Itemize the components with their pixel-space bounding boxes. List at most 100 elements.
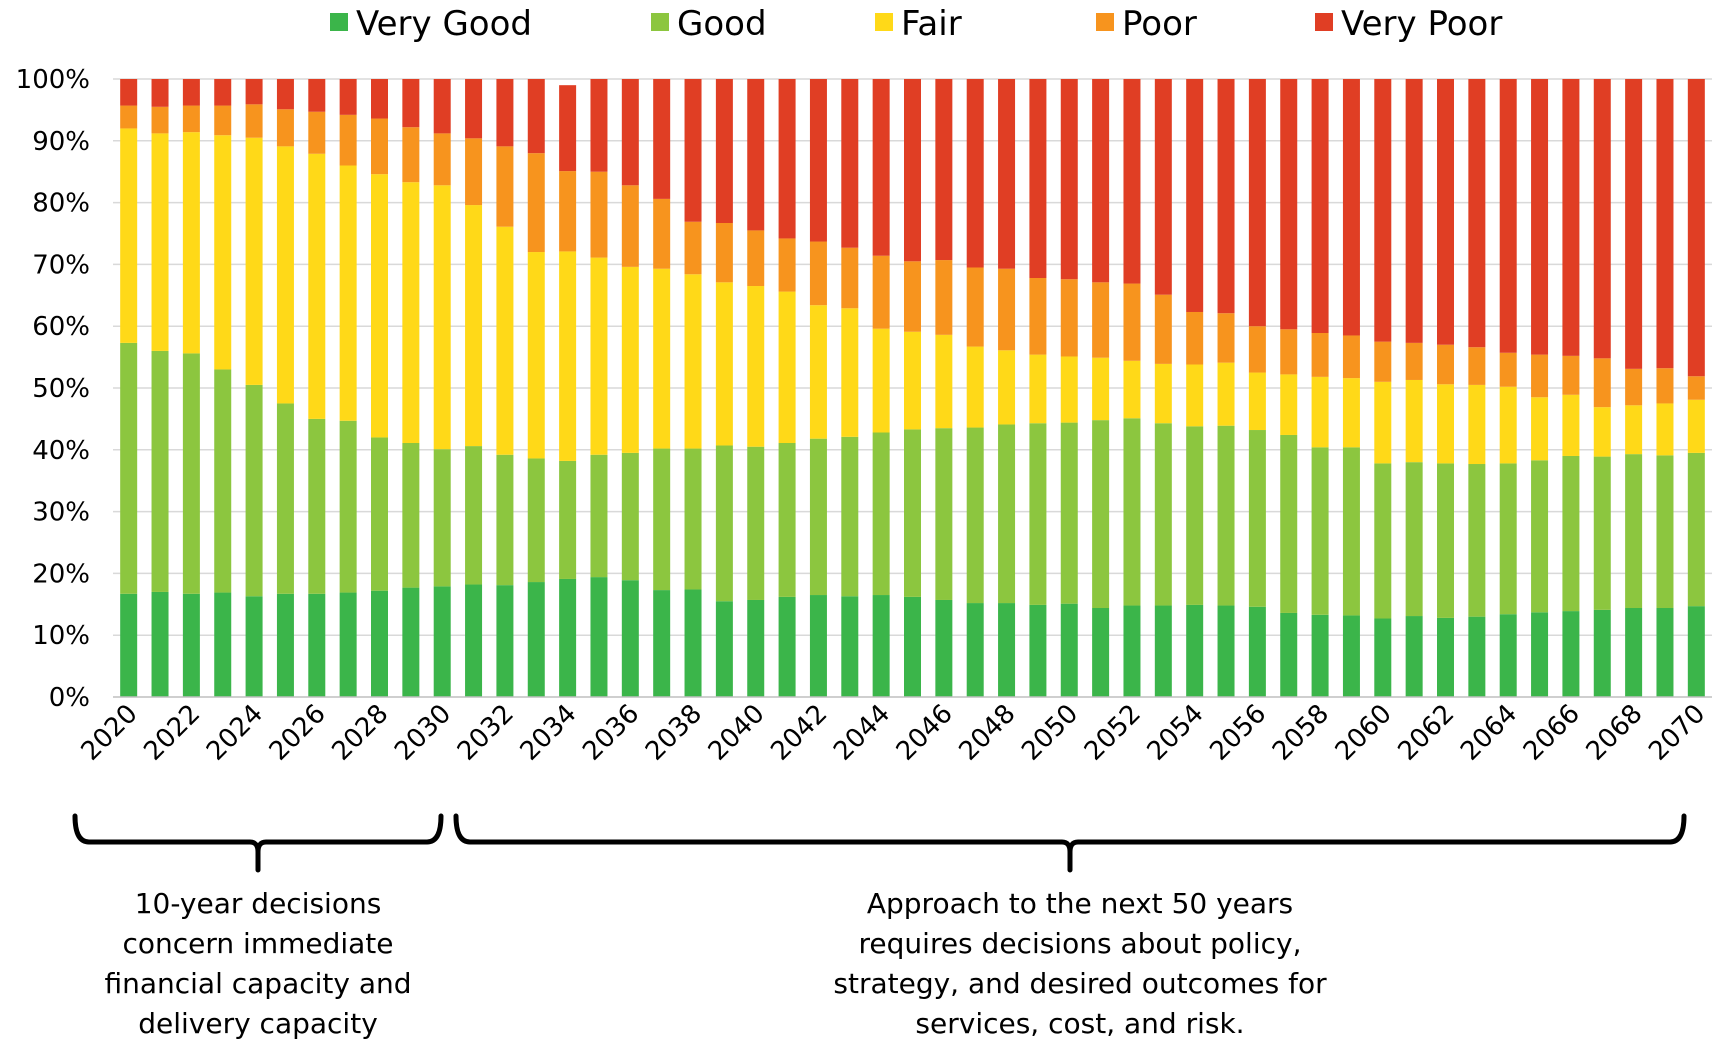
bar-segment-very-poor (809, 79, 827, 242)
bar-segment-fair (371, 174, 388, 438)
bar-segment-poor (339, 114, 357, 166)
bar-segment-good (276, 403, 294, 594)
bar-segment-very-good (653, 590, 671, 697)
bar-stack (841, 79, 859, 697)
bar-segment-fair (872, 328, 890, 433)
y-tick-label: 70% (32, 250, 90, 280)
x-axis-tick-labels: 2020202220242026202820302032203420362038… (76, 699, 1712, 767)
bar-segment-poor (527, 153, 545, 253)
bar-segment-good (1593, 456, 1611, 610)
x-tick-label: 2026 (264, 699, 332, 767)
bar-segment-very-poor (1374, 79, 1392, 342)
bar-segment-very-good (308, 593, 326, 697)
bar-segment-very-good (214, 592, 232, 697)
bar-segment-fair (1656, 403, 1674, 456)
legend-label: Poor (1122, 4, 1197, 44)
bar-segment-very-poor (778, 79, 796, 239)
bar-segment-very-poor (747, 79, 765, 231)
y-tick-label: 80% (32, 189, 90, 219)
x-tick-label: 2044 (828, 699, 896, 767)
bar-segment-poor (747, 230, 765, 287)
bar-segment-very-poor (1468, 79, 1486, 348)
bar-segment-poor (1656, 368, 1674, 404)
bar-stack (747, 79, 765, 697)
bar-segment-very-good (1468, 616, 1486, 697)
bar-segment-very-good (182, 593, 200, 697)
bar-segment-very-poor (496, 79, 514, 147)
bar-segment-very-good (747, 599, 765, 697)
bar-stack (465, 79, 483, 697)
bar-segment-fair (715, 282, 733, 446)
bar-segment-very-good (465, 584, 483, 697)
bar-segment-very-poor (559, 85, 577, 172)
bar-segment-good (433, 449, 451, 587)
bar-segment-very-poor (935, 79, 953, 261)
bar-segment-fair (276, 146, 294, 404)
annotation-line: concern immediate (122, 927, 394, 960)
bar-segment-very-poor (433, 79, 451, 134)
bar-segment-good (653, 448, 671, 591)
bar-segment-very-poor (1186, 79, 1204, 312)
bar-segment-very-poor (1311, 79, 1329, 333)
bar-stack (1593, 79, 1611, 697)
bar-segment-very-poor (371, 79, 388, 119)
legend-swatch (1096, 13, 1114, 31)
bar-segment-poor (1123, 283, 1141, 361)
bar-segment-good (715, 445, 733, 602)
bar-segment-fair (120, 128, 138, 343)
bar-segment-very-poor (872, 79, 890, 256)
bar-segment-very-good (1123, 605, 1141, 697)
bar-segment-good (621, 452, 639, 581)
left-bracket (72, 813, 444, 873)
bar-segment-very-poor (1280, 79, 1298, 330)
bar-segment-fair (527, 252, 545, 459)
bar-segment-very-poor (904, 79, 921, 262)
bar-segment-good (590, 454, 608, 578)
right-bracket (453, 813, 1687, 873)
bar-segment-very-good (715, 601, 733, 697)
x-tick-label: 2034 (515, 699, 583, 767)
annotation-line: services, cost, and risk. (915, 1007, 1245, 1040)
bar-stack (1248, 79, 1266, 697)
bar-segment-poor (841, 247, 859, 309)
annotation-line: 10-year decisions (134, 887, 382, 920)
x-tick-label: 2066 (1518, 699, 1586, 767)
bar-segment-fair (1060, 356, 1078, 423)
y-tick-label: 20% (32, 559, 90, 589)
bar-segment-fair (1342, 378, 1360, 448)
bar-segment-very-poor (841, 79, 859, 248)
y-tick-label: 40% (32, 436, 90, 466)
bar-segment-very-good (1687, 606, 1705, 697)
bar-stack (966, 79, 984, 697)
bar-segment-good (998, 424, 1016, 604)
x-tick-label: 2058 (1267, 699, 1335, 767)
bar-stack (684, 79, 702, 697)
bar-segment-poor (1154, 294, 1172, 364)
bar-segment-very-good (120, 593, 138, 697)
bar-segment-good (496, 454, 514, 586)
legend-item-very-poor: Very Poor (1315, 4, 1502, 44)
bar-segment-fair (1562, 394, 1580, 456)
x-tick-label: 2050 (1016, 699, 1084, 767)
bar-segment-very-poor (339, 79, 357, 115)
annotation-line: strategy, and desired outcomes for (833, 967, 1327, 1000)
bar-segment-very-good (966, 603, 984, 697)
legend-label: Very Good (356, 4, 532, 44)
bar-stack (653, 79, 671, 697)
x-tick-label: 2040 (703, 699, 771, 767)
bar-segment-fair (1593, 407, 1611, 457)
legend-swatch (875, 13, 893, 31)
bar-segment-very-poor (1687, 79, 1705, 377)
x-tick-label: 2032 (452, 699, 520, 767)
bar-segment-very-poor (245, 79, 263, 105)
bar-segment-very-good (1248, 606, 1266, 697)
bar-segment-poor (465, 138, 483, 206)
legend: Very Good Good Fair Poor Very Poor (330, 4, 1502, 44)
bar-stack (1656, 79, 1674, 697)
bar-segment-very-good (276, 593, 294, 697)
bar-stack (935, 79, 953, 697)
bar-segment-poor (1562, 355, 1580, 395)
bar-segment-fair (747, 286, 765, 447)
bar-segment-good (182, 353, 200, 594)
x-tick-label: 2030 (389, 699, 457, 767)
